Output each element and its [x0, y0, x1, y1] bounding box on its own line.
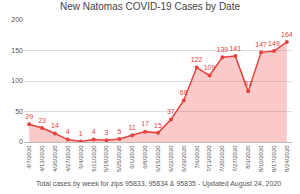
- svg-text:1: 1: [79, 130, 83, 137]
- svg-text:23: 23: [38, 117, 46, 124]
- svg-text:100: 100: [11, 77, 23, 84]
- svg-text:139: 139: [217, 46, 229, 53]
- svg-text:New Natomas COVID-19 Cases by: New Natomas COVID-19 Cases by Date: [60, 1, 241, 12]
- svg-text:50: 50: [15, 108, 23, 115]
- svg-text:37: 37: [167, 108, 175, 115]
- svg-text:17: 17: [141, 120, 149, 127]
- svg-text:6/15/2020: 6/15/2020: [155, 145, 161, 172]
- svg-text:4/27/2020: 4/27/2020: [65, 145, 71, 172]
- svg-text:200: 200: [11, 16, 23, 23]
- svg-text:83: 83: [244, 80, 252, 87]
- svg-text:15: 15: [154, 122, 162, 129]
- svg-text:8/3/2020: 8/3/2020: [245, 145, 251, 169]
- svg-text:5/4/2020: 5/4/2020: [78, 145, 84, 169]
- svg-text:149: 149: [268, 40, 280, 47]
- svg-text:5: 5: [117, 128, 121, 135]
- svg-text:4: 4: [66, 128, 70, 135]
- svg-text:14: 14: [51, 122, 59, 129]
- svg-text:0: 0: [19, 138, 23, 145]
- svg-text:8/24/2020: 8/24/2020: [284, 145, 290, 172]
- svg-text:5/25/2020: 5/25/2020: [116, 145, 122, 172]
- svg-text:4/13/2020: 4/13/2020: [39, 145, 45, 172]
- svg-text:5/11/2020: 5/11/2020: [91, 145, 97, 172]
- svg-text:29: 29: [25, 113, 33, 120]
- svg-text:Total cases by week for zips 9: Total cases by week for zips 95833, 9583…: [36, 180, 281, 188]
- svg-text:8/17/2020: 8/17/2020: [271, 145, 277, 172]
- svg-text:7/13/2020: 7/13/2020: [206, 145, 212, 172]
- svg-text:6/29/2020: 6/29/2020: [181, 145, 187, 172]
- svg-text:109: 109: [204, 64, 216, 71]
- svg-text:4: 4: [92, 128, 96, 135]
- svg-text:68: 68: [180, 89, 188, 96]
- svg-text:5/18/2020: 5/18/2020: [103, 145, 109, 172]
- svg-text:7/6/2020: 7/6/2020: [194, 145, 200, 169]
- svg-text:6/8/2020: 6/8/2020: [142, 145, 148, 169]
- svg-text:7/20/2020: 7/20/2020: [219, 145, 225, 172]
- svg-text:3: 3: [105, 129, 109, 136]
- svg-text:4/7/2020: 4/7/2020: [26, 145, 32, 169]
- svg-text:4/20/2020: 4/20/2020: [52, 145, 58, 172]
- svg-text:6/1/2020: 6/1/2020: [129, 145, 135, 169]
- svg-text:122: 122: [191, 56, 203, 63]
- svg-text:7/27/2020: 7/27/2020: [232, 145, 238, 172]
- svg-text:141: 141: [229, 45, 241, 52]
- svg-text:8/10/2020: 8/10/2020: [258, 145, 264, 172]
- svg-text:150: 150: [11, 47, 23, 54]
- svg-text:164: 164: [281, 31, 292, 38]
- svg-text:11: 11: [129, 124, 136, 131]
- svg-text:147: 147: [255, 41, 267, 48]
- svg-text:6/22/2020: 6/22/2020: [168, 145, 174, 172]
